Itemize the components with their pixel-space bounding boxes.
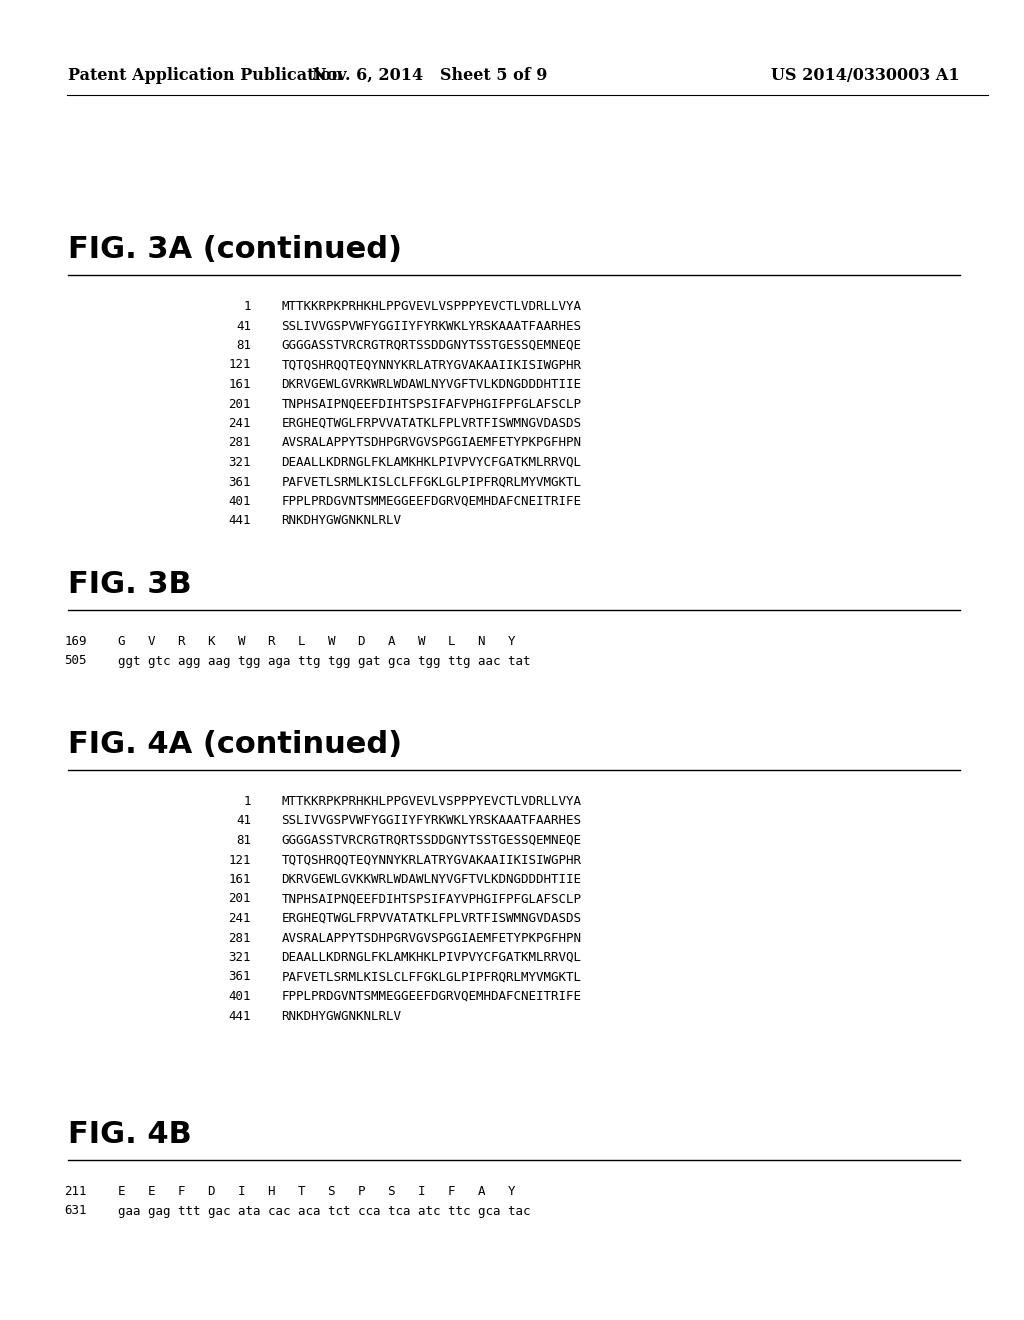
Text: 1: 1 xyxy=(244,795,251,808)
Text: ERGHEQTWGLFRPVVATATKLFPLVRTFISWMNGVDASDS: ERGHEQTWGLFRPVVATATKLFPLVRTFISWMNGVDASDS xyxy=(282,912,582,925)
Text: 321: 321 xyxy=(228,950,251,964)
Text: 361: 361 xyxy=(228,970,251,983)
Text: Nov. 6, 2014   Sheet 5 of 9: Nov. 6, 2014 Sheet 5 of 9 xyxy=(312,66,548,83)
Text: 241: 241 xyxy=(228,417,251,430)
Text: 441: 441 xyxy=(228,515,251,528)
Text: SSLIVVGSPVWFYGGIIYFYRKWKLYRSKAAATFAARHES: SSLIVVGSPVWFYGGIIYFYRKWKLYRSKAAATFAARHES xyxy=(282,814,582,828)
Text: ERGHEQTWGLFRPVVATATKLFPLVRTFISWMNGVDASDS: ERGHEQTWGLFRPVVATATKLFPLVRTFISWMNGVDASDS xyxy=(282,417,582,430)
Text: 631: 631 xyxy=(65,1204,87,1217)
Text: Patent Application Publication: Patent Application Publication xyxy=(68,66,343,83)
Text: US 2014/0330003 A1: US 2014/0330003 A1 xyxy=(771,66,961,83)
Text: RNKDHYGWGNKNLRLV: RNKDHYGWGNKNLRLV xyxy=(282,515,401,528)
Text: 211: 211 xyxy=(65,1185,87,1199)
Text: 161: 161 xyxy=(228,873,251,886)
Text: FIG. 3B: FIG. 3B xyxy=(68,570,191,599)
Text: 505: 505 xyxy=(65,655,87,668)
Text: MTTKKRPKPRHKHLPPGVEVLVSPPPYEVCTLVDRLLVYA: MTTKKRPKPRHKHLPPGVEVLVSPPPYEVCTLVDRLLVYA xyxy=(282,795,582,808)
Text: PAFVETLSRMLKISLCLFFGKLGLPIPFRQRLMYVMGKTL: PAFVETLSRMLKISLCLFFGKLGLPIPFRQRLMYVMGKTL xyxy=(282,970,582,983)
Text: 1: 1 xyxy=(244,300,251,313)
Text: FIG. 4B: FIG. 4B xyxy=(68,1119,191,1148)
Text: TNPHSAIPNQEEFDIHTSPSIFAYVPHGIFPFGLAFSCLP: TNPHSAIPNQEEFDIHTSPSIFAYVPHGIFPFGLAFSCLP xyxy=(282,892,582,906)
Text: 41: 41 xyxy=(236,814,251,828)
Text: 401: 401 xyxy=(228,990,251,1003)
Text: GGGGASSTVRCRGTRQRTSSDDGNYTSSTGESSQEMNEQE: GGGGASSTVRCRGTRQRTSSDDGNYTSSTGESSQEMNEQE xyxy=(282,834,582,847)
Text: 201: 201 xyxy=(228,892,251,906)
Text: 321: 321 xyxy=(228,455,251,469)
Text: G   V   R   K   W   R   L   W   D   A   W   L   N   Y: G V R K W R L W D A W L N Y xyxy=(118,635,515,648)
Text: AVSRALAPPYTSDHPGRVGVSPGGIAEMFETYPKPGFHPN: AVSRALAPPYTSDHPGRVGVSPGGIAEMFETYPKPGFHPN xyxy=(282,437,582,450)
Text: FPPLPRDGVNTSMMEGGEEFDGRVQEMHDAFCNEITRIFE: FPPLPRDGVNTSMMEGGEEFDGRVQEMHDAFCNEITRIFE xyxy=(282,990,582,1003)
Text: PAFVETLSRMLKISLCLFFGKLGLPIPFRQRLMYVMGKTL: PAFVETLSRMLKISLCLFFGKLGLPIPFRQRLMYVMGKTL xyxy=(282,475,582,488)
Text: TNPHSAIPNQEEFDIHTSPSIFAFVPHGIFPFGLAFSCLP: TNPHSAIPNQEEFDIHTSPSIFAFVPHGIFPFGLAFSCLP xyxy=(282,397,582,411)
Text: DKRVGEWLGVRKWRLWDAWLNYVGFTVLKDNGDDDHTIIE: DKRVGEWLGVRKWRLWDAWLNYVGFTVLKDNGDDDHTIIE xyxy=(282,378,582,391)
Text: FIG. 4A (continued): FIG. 4A (continued) xyxy=(68,730,402,759)
Text: 81: 81 xyxy=(236,339,251,352)
Text: ggt gtc agg aag tgg aga ttg tgg gat gca tgg ttg aac tat: ggt gtc agg aag tgg aga ttg tgg gat gca … xyxy=(118,655,530,668)
Text: FPPLPRDGVNTSMMEGGEEFDGRVQEMHDAFCNEITRIFE: FPPLPRDGVNTSMMEGGEEFDGRVQEMHDAFCNEITRIFE xyxy=(282,495,582,508)
Text: 281: 281 xyxy=(228,437,251,450)
Text: 241: 241 xyxy=(228,912,251,925)
Text: TQTQSHRQQTEQYNNYKRLATRYGVAKAAIIKISIWGPHR: TQTQSHRQQTEQYNNYKRLATRYGVAKAAIIKISIWGPHR xyxy=(282,359,582,371)
Text: DKRVGEWLGVKKWRLWDAWLNYVGFTVLKDNGDDDHTIIE: DKRVGEWLGVKKWRLWDAWLNYVGFTVLKDNGDDDHTIIE xyxy=(282,873,582,886)
Text: 401: 401 xyxy=(228,495,251,508)
Text: 361: 361 xyxy=(228,475,251,488)
Text: 169: 169 xyxy=(65,635,87,648)
Text: MTTKKRPKPRHKHLPPGVEVLVSPPPYEVCTLVDRLLVYA: MTTKKRPKPRHKHLPPGVEVLVSPPPYEVCTLVDRLLVYA xyxy=(282,300,582,313)
Text: DEAALLKDRNGLFKLAMKHKLPIVPVYCFGATKMLRRVQL: DEAALLKDRNGLFKLAMKHKLPIVPVYCFGATKMLRRVQL xyxy=(282,455,582,469)
Text: 41: 41 xyxy=(236,319,251,333)
Text: FIG. 3A (continued): FIG. 3A (continued) xyxy=(68,235,402,264)
Text: gaa gag ttt gac ata cac aca tct cca tca atc ttc gca tac: gaa gag ttt gac ata cac aca tct cca tca … xyxy=(118,1204,530,1217)
Text: 441: 441 xyxy=(228,1010,251,1023)
Text: 281: 281 xyxy=(228,932,251,945)
Text: DEAALLKDRNGLFKLAMKHKLPIVPVYCFGATKMLRRVQL: DEAALLKDRNGLFKLAMKHKLPIVPVYCFGATKMLRRVQL xyxy=(282,950,582,964)
Text: TQTQSHRQQTEQYNNYKRLATRYGVAKAAIIKISIWGPHR: TQTQSHRQQTEQYNNYKRLATRYGVAKAAIIKISIWGPHR xyxy=(282,854,582,866)
Text: GGGGASSTVRCRGTRQRTSSDDGNYTSSTGESSQEMNEQE: GGGGASSTVRCRGTRQRTSSDDGNYTSSTGESSQEMNEQE xyxy=(282,339,582,352)
Text: 81: 81 xyxy=(236,834,251,847)
Text: 161: 161 xyxy=(228,378,251,391)
Text: 121: 121 xyxy=(228,854,251,866)
Text: 121: 121 xyxy=(228,359,251,371)
Text: E   E   F   D   I   H   T   S   P   S   I   F   A   Y: E E F D I H T S P S I F A Y xyxy=(118,1185,515,1199)
Text: 201: 201 xyxy=(228,397,251,411)
Text: RNKDHYGWGNKNLRLV: RNKDHYGWGNKNLRLV xyxy=(282,1010,401,1023)
Text: AVSRALAPPYTSDHPGRVGVSPGGIAEMFETYPKPGFHPN: AVSRALAPPYTSDHPGRVGVSPGGIAEMFETYPKPGFHPN xyxy=(282,932,582,945)
Text: SSLIVVGSPVWFYGGIIYFYRKWKLYRSKAAATFAARHES: SSLIVVGSPVWFYGGIIYFYRKWKLYRSKAAATFAARHES xyxy=(282,319,582,333)
